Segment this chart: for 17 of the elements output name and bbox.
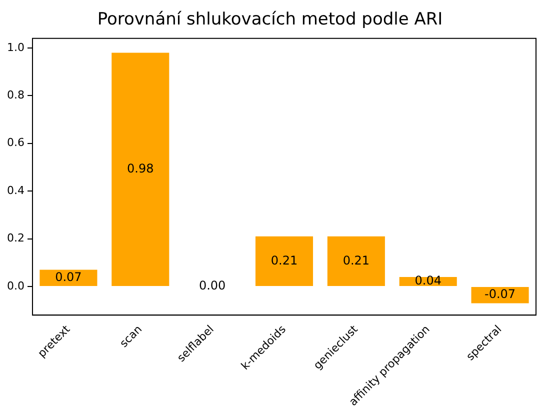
bar: [255, 236, 314, 286]
y-tick-label: 0.2: [6, 232, 24, 245]
bar: [112, 52, 170, 286]
y-tick-label: 0.8: [6, 88, 24, 102]
data-label: 0.00: [198, 278, 226, 293]
chart-title: Porovnání shlukovacích metod podle ARI: [97, 10, 443, 30]
y-tick-label: 0.6: [6, 136, 24, 150]
data-label: 0.21: [342, 253, 370, 268]
data-label: 0.21: [270, 253, 298, 268]
y-tick-label: 1.0: [6, 40, 24, 54]
data-label: 0.07: [55, 270, 82, 284]
y-tick-label: 0.4: [6, 184, 24, 197]
y-tick-label: 0.0: [6, 279, 24, 292]
data-label: -0.07: [484, 287, 516, 302]
bar: [327, 236, 385, 286]
data-label: 0.04: [414, 274, 442, 288]
data-label: 0.98: [127, 161, 154, 176]
